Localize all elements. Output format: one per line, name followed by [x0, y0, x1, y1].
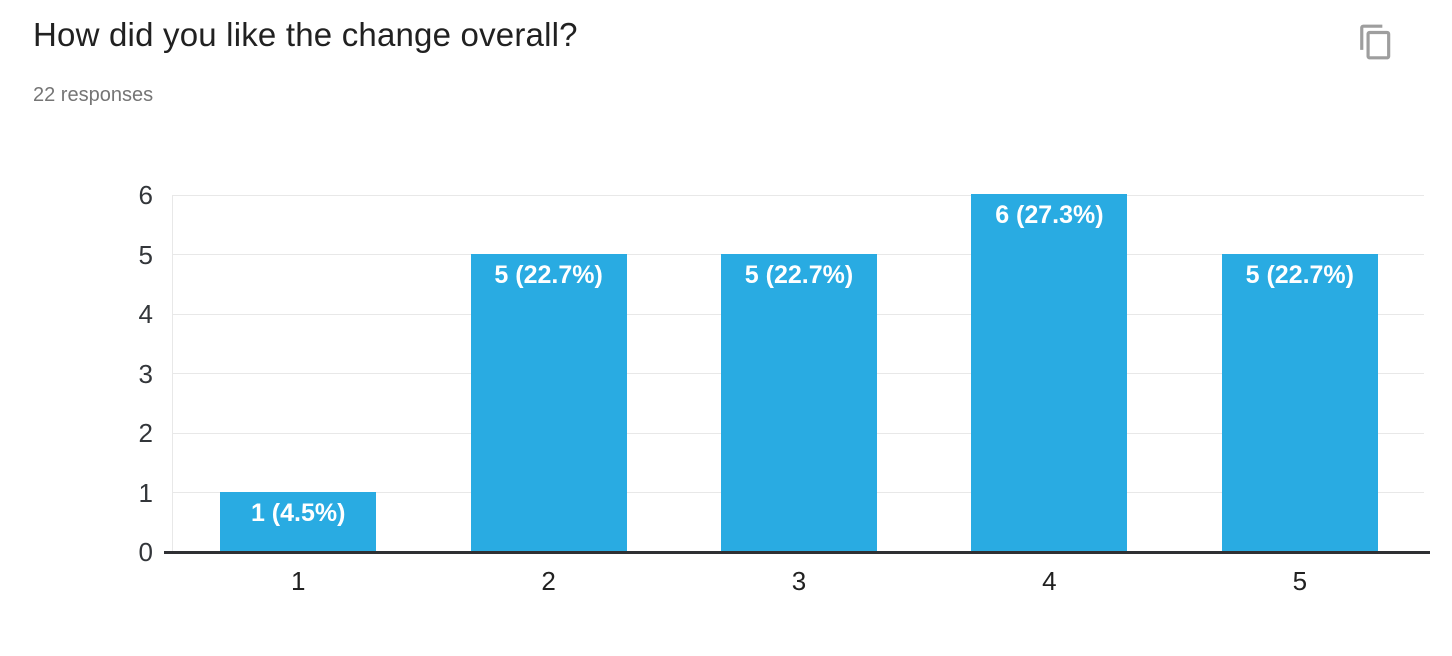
x-tick-label: 5: [1292, 566, 1308, 596]
bar-value-label: 1 (4.5%): [250, 498, 346, 527]
x-tick-label: 3: [791, 566, 807, 596]
bar-value-label: 5 (22.7%): [494, 260, 603, 289]
copy-chart-button[interactable]: [1352, 18, 1400, 66]
x-tick-label: 1: [290, 566, 306, 596]
bar: 5 (22.7%): [470, 253, 627, 551]
bar-value-label: 5 (22.7%): [744, 260, 854, 289]
bar-value-label: 6 (27.3%): [995, 201, 1104, 229]
response-count: 22 responses: [33, 84, 154, 106]
x-tick-label: 4: [1042, 566, 1057, 596]
y-tick-label: 4: [138, 299, 153, 329]
bar: 1 (4.5%): [220, 491, 377, 551]
y-tick-label: 2: [138, 418, 153, 448]
y-tick-label: 1: [138, 477, 153, 508]
y-tick-label: 6: [138, 180, 153, 210]
y-tick-label: 3: [138, 358, 153, 389]
bar: 6 (27.3%): [971, 194, 1128, 551]
y-tick-label: 0: [138, 537, 153, 567]
bar: 5 (22.7%): [721, 253, 877, 551]
bar-value-label: 5 (22.7%): [1245, 260, 1354, 289]
x-tick-label: 2: [541, 566, 556, 596]
content-copy-icon: [1357, 23, 1395, 61]
question-title: How did you like the change overall?: [33, 16, 578, 53]
x-axis-line: [164, 551, 1430, 554]
y-tick-label: 5: [138, 239, 153, 270]
bar: 5 (22.7%): [1221, 253, 1378, 551]
bar-chart-plot-area: 0 1 2 3 4 5 6 1 (4.5%) 1 5 (22.7%) 2 5 (22.7%) 3 6 (2…: [139, 182, 1430, 596]
gridline: [173, 194, 1424, 196]
